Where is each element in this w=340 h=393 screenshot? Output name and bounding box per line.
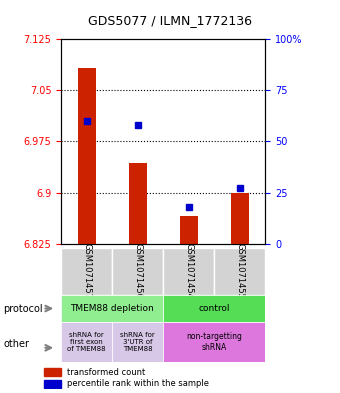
Text: GSM1071455: GSM1071455 — [235, 243, 244, 299]
Text: GDS5077 / ILMN_1772136: GDS5077 / ILMN_1772136 — [88, 14, 252, 27]
FancyBboxPatch shape — [163, 322, 265, 362]
Bar — [180, 217, 198, 244]
Bar — [231, 193, 249, 244]
FancyBboxPatch shape — [61, 322, 112, 362]
Bar — [129, 163, 147, 244]
Text: TMEM88 depletion: TMEM88 depletion — [70, 304, 154, 313]
Text: non-targetting
shRNA: non-targetting shRNA — [186, 332, 242, 352]
Text: shRNA for
3'UTR of
TMEM88: shRNA for 3'UTR of TMEM88 — [120, 332, 155, 352]
Text: GSM1071456: GSM1071456 — [133, 243, 142, 299]
Bar — [44, 380, 61, 388]
Text: shRNA for
first exon
of TMEM88: shRNA for first exon of TMEM88 — [67, 332, 106, 352]
Text: GSM1071454: GSM1071454 — [184, 243, 193, 299]
FancyBboxPatch shape — [163, 248, 214, 295]
FancyBboxPatch shape — [61, 295, 163, 322]
Bar — [78, 68, 96, 244]
Text: transformed count: transformed count — [67, 367, 145, 376]
Text: GSM1071457: GSM1071457 — [82, 243, 91, 299]
FancyBboxPatch shape — [61, 248, 112, 295]
FancyBboxPatch shape — [163, 295, 265, 322]
Text: other: other — [3, 339, 29, 349]
Text: percentile rank within the sample: percentile rank within the sample — [67, 379, 209, 388]
Text: protocol: protocol — [3, 303, 43, 314]
FancyBboxPatch shape — [112, 322, 163, 362]
Bar — [44, 368, 61, 376]
Text: control: control — [199, 304, 230, 313]
FancyBboxPatch shape — [214, 248, 265, 295]
FancyBboxPatch shape — [112, 248, 163, 295]
